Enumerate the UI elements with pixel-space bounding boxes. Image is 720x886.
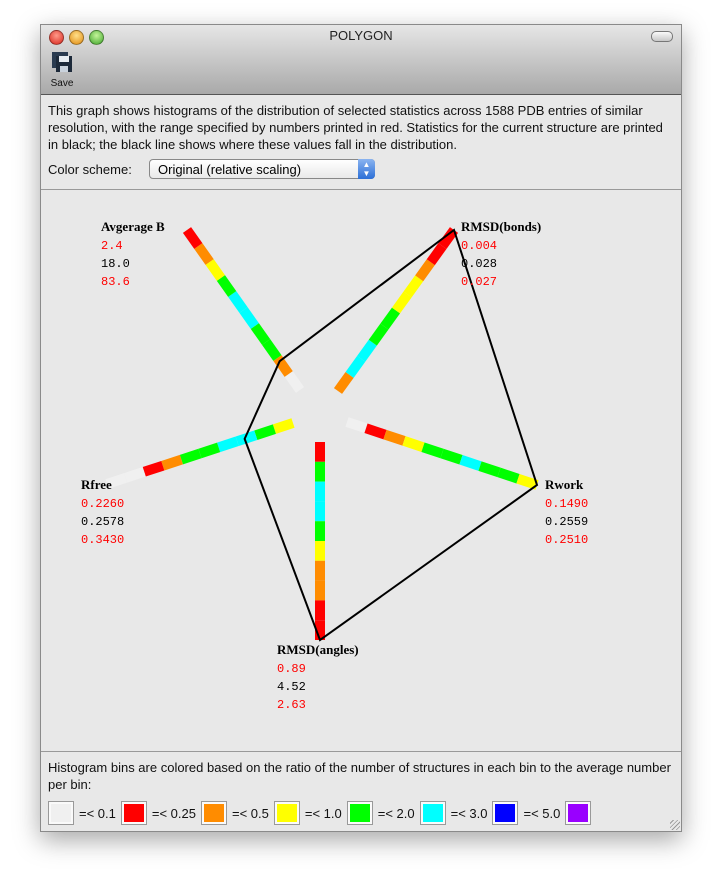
stat-current-value: 0.2559 (545, 515, 589, 529)
description-text: This graph shows histograms of the distr… (48, 103, 663, 152)
histogram-bin (516, 473, 539, 490)
histogram-bin (235, 430, 258, 447)
legend-label: =< 1.0 (304, 805, 342, 821)
legend-label: =< 0.5 (231, 805, 269, 821)
resize-grip[interactable] (670, 820, 680, 830)
histogram-bin (161, 454, 183, 471)
histogram-bin (105, 473, 128, 489)
legend-swatch-white (48, 801, 74, 825)
legend-swatch-purple (565, 801, 592, 825)
histogram-bin (380, 307, 401, 330)
histogram-bin (239, 307, 259, 329)
stat-min-value: 0.2260 (81, 497, 125, 511)
histogram-bin (194, 243, 214, 265)
legend-swatch-yellow (273, 801, 300, 825)
stat-current-value: 18.0 (101, 257, 130, 271)
stat-name: Avgerage B (101, 219, 165, 234)
save-button[interactable]: Save (49, 51, 75, 89)
polygon-chart-panel: Avgerage B 2.4 18.0 83.6 RMSD(bonds) 0.004 0.0… (41, 190, 681, 752)
polygon-window: POLYGON Save This graph shows histograms… (40, 24, 682, 832)
stat-min-value: 0.1490 (545, 497, 589, 511)
histogram-bin (403, 275, 424, 298)
legend-text: Histogram bins are colored based on the … (48, 760, 671, 792)
histogram-bin (250, 323, 271, 345)
histogram-bin (391, 291, 412, 314)
toolbar-toggle-button[interactable] (651, 31, 673, 42)
stat-name: RMSD(angles) (277, 642, 359, 657)
histogram-bin (383, 429, 406, 446)
histogram-bin (497, 467, 520, 484)
histogram-bin (205, 259, 225, 281)
histogram-bin (272, 418, 295, 434)
histogram-bin (402, 436, 425, 452)
window-title: POLYGON (329, 28, 393, 43)
stat-max-value: 0.027 (461, 275, 498, 289)
stat-max-value: 2.63 (277, 698, 306, 712)
stat-name: Rwork (545, 477, 584, 492)
stat-min-value: 2.4 (101, 239, 123, 253)
description-panel: This graph shows histograms of the distr… (41, 95, 681, 190)
stat-current-value: 0.028 (461, 257, 498, 271)
select-arrows-icon: ▲ ▼ (358, 159, 375, 179)
legend-label: =< 0.1 (79, 805, 116, 821)
legend-swatch-green (346, 801, 373, 825)
histogram-bin (364, 423, 387, 440)
stat-max-value: 83.6 (101, 275, 130, 289)
histogram-bin (459, 455, 482, 471)
color-scheme-label: Color scheme: (48, 162, 132, 177)
histogram-bin (345, 417, 368, 434)
histogram-bin (262, 339, 282, 361)
polygon-chart (105, 227, 539, 642)
legend-panel: Histogram bins are colored based on the … (41, 752, 681, 831)
legend-swatch-blue (492, 801, 519, 825)
histogram-bin (440, 448, 463, 465)
histogram-bin (357, 339, 377, 362)
stat-name: RMSD(bonds) (461, 219, 542, 234)
histogram-bin (254, 424, 276, 440)
histogram-bin (415, 259, 435, 282)
stat-name: Rfree (81, 477, 112, 492)
legend-row: =< 0.1 =< 0.25 =< 0.5 =< 1.0 =< 2.0 =< 3.0 =< … (48, 801, 592, 825)
histogram-bin (421, 442, 444, 459)
histogram-bin (228, 291, 248, 313)
histogram-bin (478, 461, 501, 478)
histogram-bin (217, 436, 239, 453)
stat-min-value: 0.004 (461, 239, 498, 253)
current-structure-polygon (243, 228, 539, 642)
legend-label: =< 0.25 (151, 805, 196, 821)
histogram-bin (198, 442, 221, 459)
histogram-bin (179, 448, 202, 465)
legend-swatch-red (120, 801, 147, 825)
histogram-bin (182, 227, 203, 249)
zoom-button[interactable] (89, 30, 104, 45)
histogram-bin (426, 243, 447, 266)
legend-label: =< 3.0 (450, 805, 488, 821)
legend-label: =< 2.0 (377, 805, 415, 821)
stat-current-value: 0.2578 (81, 515, 125, 529)
title-bar: POLYGON Save (41, 25, 681, 95)
histogram-bin (368, 323, 389, 346)
stat-max-value: 0.2510 (545, 533, 589, 547)
histogram-bin (345, 355, 366, 378)
stat-max-value: 0.3430 (81, 533, 125, 547)
legend-label: =< 5.0 (523, 805, 561, 821)
close-button[interactable] (49, 30, 64, 45)
stat-min-value: 0.89 (277, 662, 306, 676)
histogram-bin (142, 460, 165, 477)
save-label: Save (50, 78, 74, 89)
legend-swatch-cyan (419, 801, 446, 825)
histogram-bin (284, 371, 305, 393)
minimize-button[interactable] (69, 30, 84, 45)
stat-current-value: 4.52 (277, 680, 306, 694)
histogram-bin (124, 467, 146, 483)
histogram-bin (333, 371, 354, 394)
color-scheme-select[interactable]: Original (relative scaling) ▲ ▼ (149, 159, 375, 179)
color-scheme-value: Original (relative scaling) (158, 162, 302, 177)
legend-swatch-orange (200, 801, 227, 825)
floppy-disk-icon (52, 52, 72, 72)
histogram-bin (216, 275, 237, 297)
